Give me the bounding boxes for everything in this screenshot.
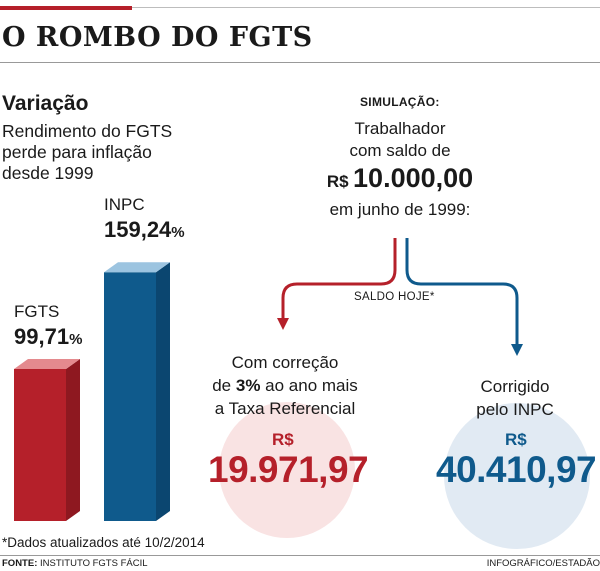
chart-title: Variação [2,92,89,115]
chart-subtitle-line-3: desde 1999 [2,163,94,183]
footnote: *Dados atualizados até 10/2/2014 [2,535,205,550]
simulation-line-1: Trabalhador [354,119,446,138]
right-result-line-2: pelo INPC [476,400,554,419]
left-result-line-1: Com correção [231,353,339,372]
chart-subtitle-line-2: perde para inflação [2,142,152,162]
simulation-currency: R$ [326,172,349,191]
left-highlight-circle [219,402,355,538]
simulation-line-2: com saldo de [349,141,451,160]
bar-side-inpc [156,262,170,521]
bar-front-fgts [14,368,66,521]
bar-label-inpc: INPC [104,195,145,214]
right-result-currency: R$ [505,430,527,449]
bar-fgts [14,358,80,521]
right-result-line-1: Corrigido [480,377,550,396]
bar-top-inpc [104,262,170,273]
header-accent-bar [0,6,132,10]
bar-front-inpc [104,272,156,521]
bar-side-fgts [66,358,80,521]
bar-value-fgts: 99,71% [14,324,83,349]
left-arrow-head-icon [277,318,289,330]
right-arrow-head-icon [511,344,523,356]
source-credit: FONTE: INSTITUTO FGTS FÁCIL [2,558,148,569]
simulation-initial-amount: R$ 10.000,00 [280,163,520,194]
left-arrow-path [281,238,397,320]
right-result-amount: 40.410,97 [436,449,597,490]
left-result-line-2: de 3% ao ano mais [212,376,358,395]
simulation-label: SIMULAÇÃO: [360,95,440,109]
left-result-currency: R$ [272,430,294,449]
saldo-hoje-label: SALDO HOJE* [351,291,438,303]
footer-divider [0,555,600,556]
left-result-amount: 19.971,97 [208,449,369,490]
chart-subtitle-line-1: Rendimento do FGTS [2,121,173,141]
page-title: O ROMBO DO FGTS [2,22,313,53]
bar-inpc [104,262,170,521]
simulation-line-4: em junho de 1999: [329,200,471,219]
bar-label-fgts: FGTS [14,302,60,321]
header-rule [132,7,600,8]
right-highlight-circle [444,403,590,549]
title-divider [0,62,600,63]
bar-value-inpc: 159,24% [104,217,185,242]
bar-top-fgts [14,358,80,369]
left-result-line-3: a Taxa Referencial [214,399,356,418]
simulation-amount: 10.000,00 [353,163,474,193]
graphic-credit: INFOGRÁFICO/ESTADÃO [486,558,600,569]
right-arrow-path [405,238,519,346]
bar-chart [14,262,170,521]
